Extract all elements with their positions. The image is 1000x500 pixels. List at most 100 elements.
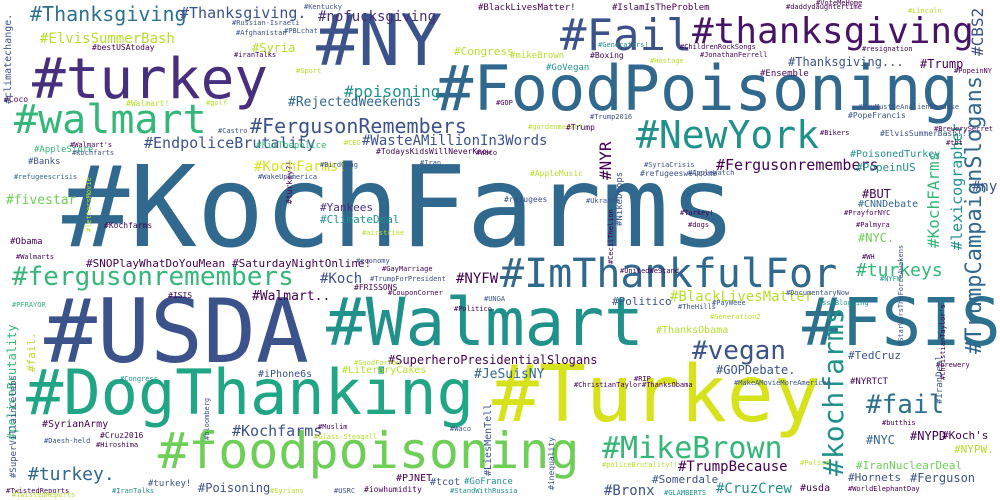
word: #ny: [972, 179, 998, 195]
word: #TrumpForPresident: [370, 275, 446, 283]
word: #Walmart: [326, 284, 644, 361]
word: #VoteMeHome: [816, 0, 863, 7]
word: #DocumentaryNow: [786, 289, 850, 297]
word: #Politico: [454, 305, 492, 313]
word: #SNOPlayWhatDoYouMean: [86, 257, 226, 270]
word: #airstrike: [362, 229, 405, 237]
word: #USDA: [44, 280, 309, 383]
word: #PopeinUS: [856, 161, 916, 174]
word: #Boxing: [590, 51, 624, 60]
word: #StandWithRussia: [450, 487, 518, 495]
word: #butthis: [882, 419, 916, 427]
word: #StarWarsTheForceAwakens: [897, 244, 905, 346]
word: #mikeBrown: [510, 51, 565, 61]
word: #MikeBrown: [602, 431, 783, 466]
word: #WorldElephantDay: [848, 485, 920, 493]
word: #Walmart..: [252, 289, 331, 304]
word: #Poisoning: [198, 481, 271, 495]
word: #Generators!: [598, 41, 649, 49]
word: #Waco: [450, 425, 472, 433]
word: #FRISSONS: [354, 283, 398, 292]
word: #BUT: [862, 187, 891, 201]
word: #PFRAYOR: [12, 301, 46, 309]
word: #WasteAMillionIn3Words: [362, 133, 548, 149]
word: #GayMarriage: [382, 265, 433, 273]
word: #Waco: [476, 149, 498, 157]
word: #Walmart!: [126, 99, 170, 108]
word: #TrumpBecause: [678, 459, 788, 475]
word: #fail.: [25, 332, 38, 372]
word: #TrumpCampaignSlogans: [962, 75, 987, 354]
word: #GOPDebate.: [716, 363, 796, 377]
word: #PopeinNY: [954, 67, 992, 75]
word: #NYC: [866, 433, 895, 447]
word: #sssBlogging: [818, 299, 869, 307]
word: #Hiroshima: [96, 441, 139, 449]
word: #PBLchat: [284, 27, 318, 35]
word: #Turkey: [492, 350, 821, 440]
word: #iowhumidity: [364, 485, 422, 494]
word: #Kentucky: [304, 3, 342, 11]
word: #LiesMenTell: [483, 403, 494, 476]
word: #refugeescrisis: [14, 173, 78, 181]
word: #Trump: [920, 57, 964, 71]
word: #Koch's: [942, 429, 989, 442]
word: #policeBrutality!!: [602, 461, 678, 469]
word: #EndpoliceBrutality: [144, 134, 316, 152]
word: #turkey?!: [285, 160, 294, 204]
word: #Syria: [252, 41, 296, 55]
word: #refugeeswelcome: [640, 169, 718, 178]
word: #KochFarms: [62, 143, 737, 273]
word: #turkey: [32, 47, 269, 112]
word: #Bronx: [604, 483, 655, 499]
word: #CruzCrew: [716, 481, 792, 497]
word: #iPhone6s: [258, 369, 313, 380]
word: #CEO: [344, 139, 361, 147]
word: #dogs: [688, 221, 710, 229]
word: #WakeUpAmerica: [258, 173, 318, 181]
word: #gardenmarket: [528, 123, 583, 131]
word: #USRC: [334, 487, 356, 495]
word: #TedCruz: [848, 349, 901, 362]
word: #TwistedReports: [6, 487, 70, 495]
word: #KochFarms!: [254, 159, 347, 175]
word: #Hostage: [650, 57, 684, 65]
word: #ElvisSummerBash!!!: [880, 129, 972, 138]
word: #Politico: [612, 295, 672, 308]
word: #Congress: [454, 45, 514, 58]
word: #SuperheroPresidentialSlogans: [388, 353, 598, 367]
word: #climatechange.: [3, 13, 14, 104]
word: #DogThanking: [26, 356, 474, 429]
word: #PJNET: [396, 473, 433, 484]
word: #NewYork: [636, 113, 820, 157]
word: #Castro: [218, 127, 248, 135]
word: #poisoning: [344, 82, 441, 101]
word: #Hornets: [848, 471, 901, 484]
word: #FSIS: [802, 284, 1000, 361]
word: #Bikers: [820, 129, 850, 137]
word: #IslamIsTheProblem: [612, 3, 710, 13]
word: #vegan: [692, 336, 786, 366]
word: #tbt: [946, 139, 963, 147]
word: #bestUSAtoday: [92, 43, 155, 52]
word: #Coco: [4, 95, 29, 104]
word: #inequality: [547, 437, 556, 490]
word: #resignation: [862, 45, 913, 53]
word: #Glass-Steagall: [314, 433, 378, 441]
word: #PopeFrancis: [848, 111, 906, 120]
word: #SyriaCrisis: [644, 161, 695, 169]
word: #NYPW.: [954, 443, 994, 456]
word: #YouMustBeAnAlienBecause: [858, 103, 960, 111]
word: #Fail: [560, 10, 693, 61]
word: #Syrians: [270, 487, 304, 495]
word: #JeSuisNY: [474, 367, 545, 382]
word: #economy: [356, 257, 390, 265]
word: #Generation2: [710, 313, 761, 321]
word: #Muslim: [318, 423, 348, 431]
word: #Turkey!: [680, 209, 714, 217]
word: #BlackLivesMatter!: [478, 3, 576, 13]
word: #CNNDebate: [858, 199, 919, 210]
word: #turkeys: [856, 260, 943, 281]
word: #Afghanistan: [236, 29, 287, 37]
word: #FergusonRemembers: [250, 114, 467, 138]
